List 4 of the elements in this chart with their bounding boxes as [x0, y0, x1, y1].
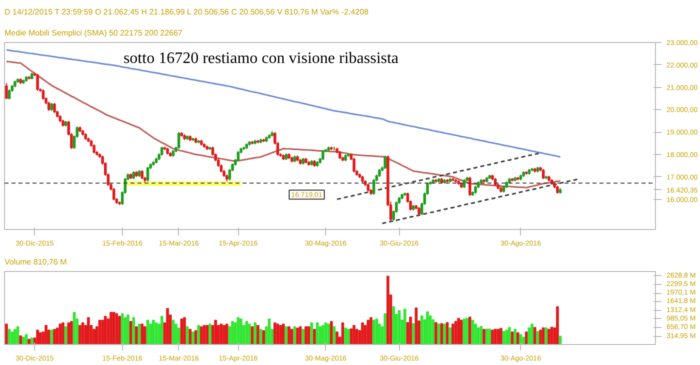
- text: Medie Mobili Semplici (SMA) 50 22175 200 22667: [4, 28, 183, 38]
- text: Volume 810,76 M: [4, 258, 67, 266]
- chart-title: sotto 16720 restiamo con visione ribassista: [123, 50, 399, 67]
- text: D 14/12/2015 T 23:59:59 O 21.062,45 H 21.186,99 L 20.506,56 C 20.506,56 V 810,76 M Var% -2,4208: [4, 8, 370, 16]
